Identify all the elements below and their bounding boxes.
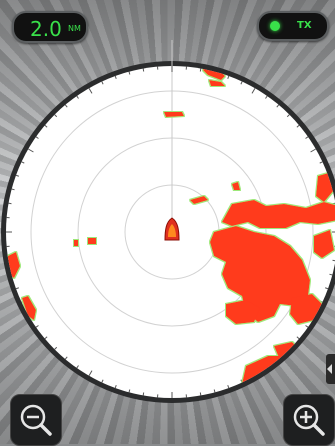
bearing-tick [200,69,201,72]
range-display[interactable]: 2.0 NM [12,11,88,43]
range-value: 2.0 [30,17,62,41]
transmit-toggle[interactable]: TX [257,11,329,41]
bearing-tick [143,393,144,396]
bearing-tick [200,393,201,396]
magnifier-minus-icon [11,395,61,445]
magnifier-plus-icon [284,395,334,445]
zoom-in-button[interactable] [283,394,335,446]
zoom-out-button[interactable] [10,394,62,446]
bearing-tick [9,203,12,204]
bearing-tick [143,69,144,72]
chevron-left-icon [327,364,332,374]
transmit-indicator-icon [270,21,280,31]
transmit-label: TX [297,20,312,31]
range-unit: NM [68,24,81,33]
side-panel-handle[interactable] [326,354,335,384]
